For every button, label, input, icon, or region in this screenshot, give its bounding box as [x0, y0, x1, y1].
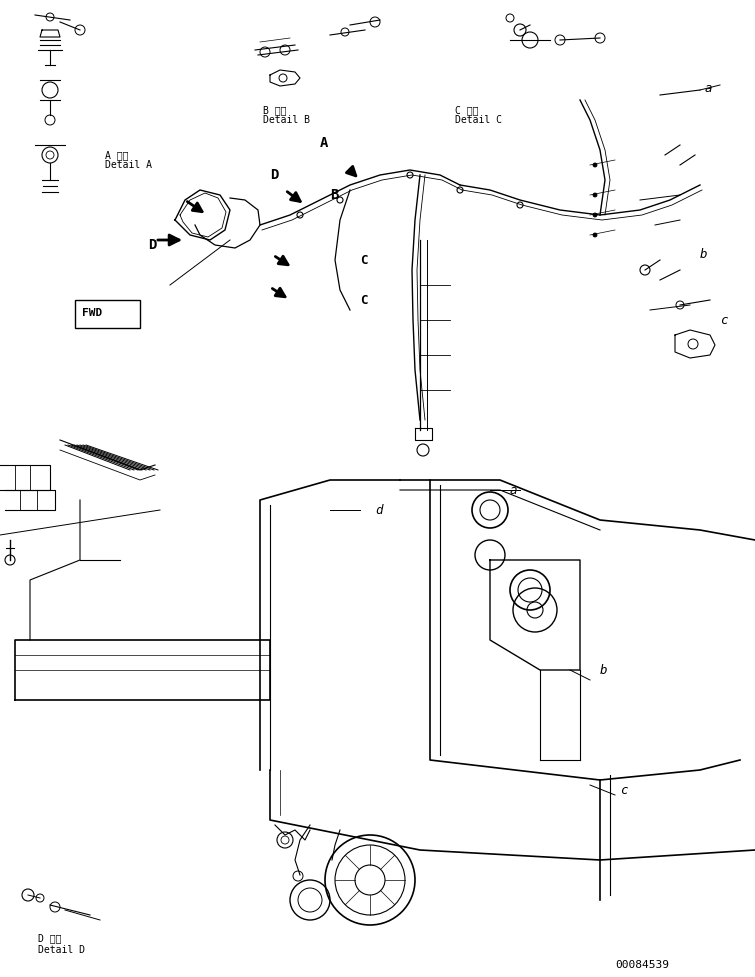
- Text: A 詳細: A 詳細: [105, 150, 128, 160]
- Text: FWD: FWD: [82, 308, 102, 318]
- Text: Detail D: Detail D: [38, 945, 85, 955]
- Text: D 詳細: D 詳細: [38, 933, 61, 943]
- Circle shape: [337, 197, 343, 203]
- Circle shape: [593, 193, 597, 197]
- Circle shape: [297, 212, 303, 218]
- Circle shape: [407, 172, 413, 178]
- Text: C: C: [360, 293, 368, 307]
- Text: A: A: [320, 136, 328, 150]
- Text: Detail C: Detail C: [455, 115, 502, 125]
- Text: c: c: [620, 784, 627, 796]
- Text: Detail B: Detail B: [263, 115, 310, 125]
- Text: D: D: [270, 168, 279, 182]
- Text: a: a: [510, 484, 517, 496]
- Text: a: a: [705, 81, 713, 95]
- Circle shape: [457, 187, 463, 193]
- Text: b: b: [700, 248, 707, 262]
- Circle shape: [593, 213, 597, 217]
- Circle shape: [593, 163, 597, 167]
- Text: Detail A: Detail A: [105, 160, 152, 170]
- Text: 00084539: 00084539: [615, 960, 669, 970]
- Bar: [75, 300, 140, 328]
- Text: c: c: [720, 314, 728, 326]
- Text: C: C: [360, 253, 368, 267]
- Text: B: B: [330, 188, 338, 202]
- Circle shape: [517, 202, 523, 208]
- Text: b: b: [600, 663, 608, 676]
- Circle shape: [593, 233, 597, 237]
- Text: D: D: [148, 238, 156, 252]
- Text: B 詳細: B 詳細: [263, 105, 286, 115]
- Text: d: d: [375, 503, 383, 517]
- Text: C 詳細: C 詳細: [455, 105, 479, 115]
